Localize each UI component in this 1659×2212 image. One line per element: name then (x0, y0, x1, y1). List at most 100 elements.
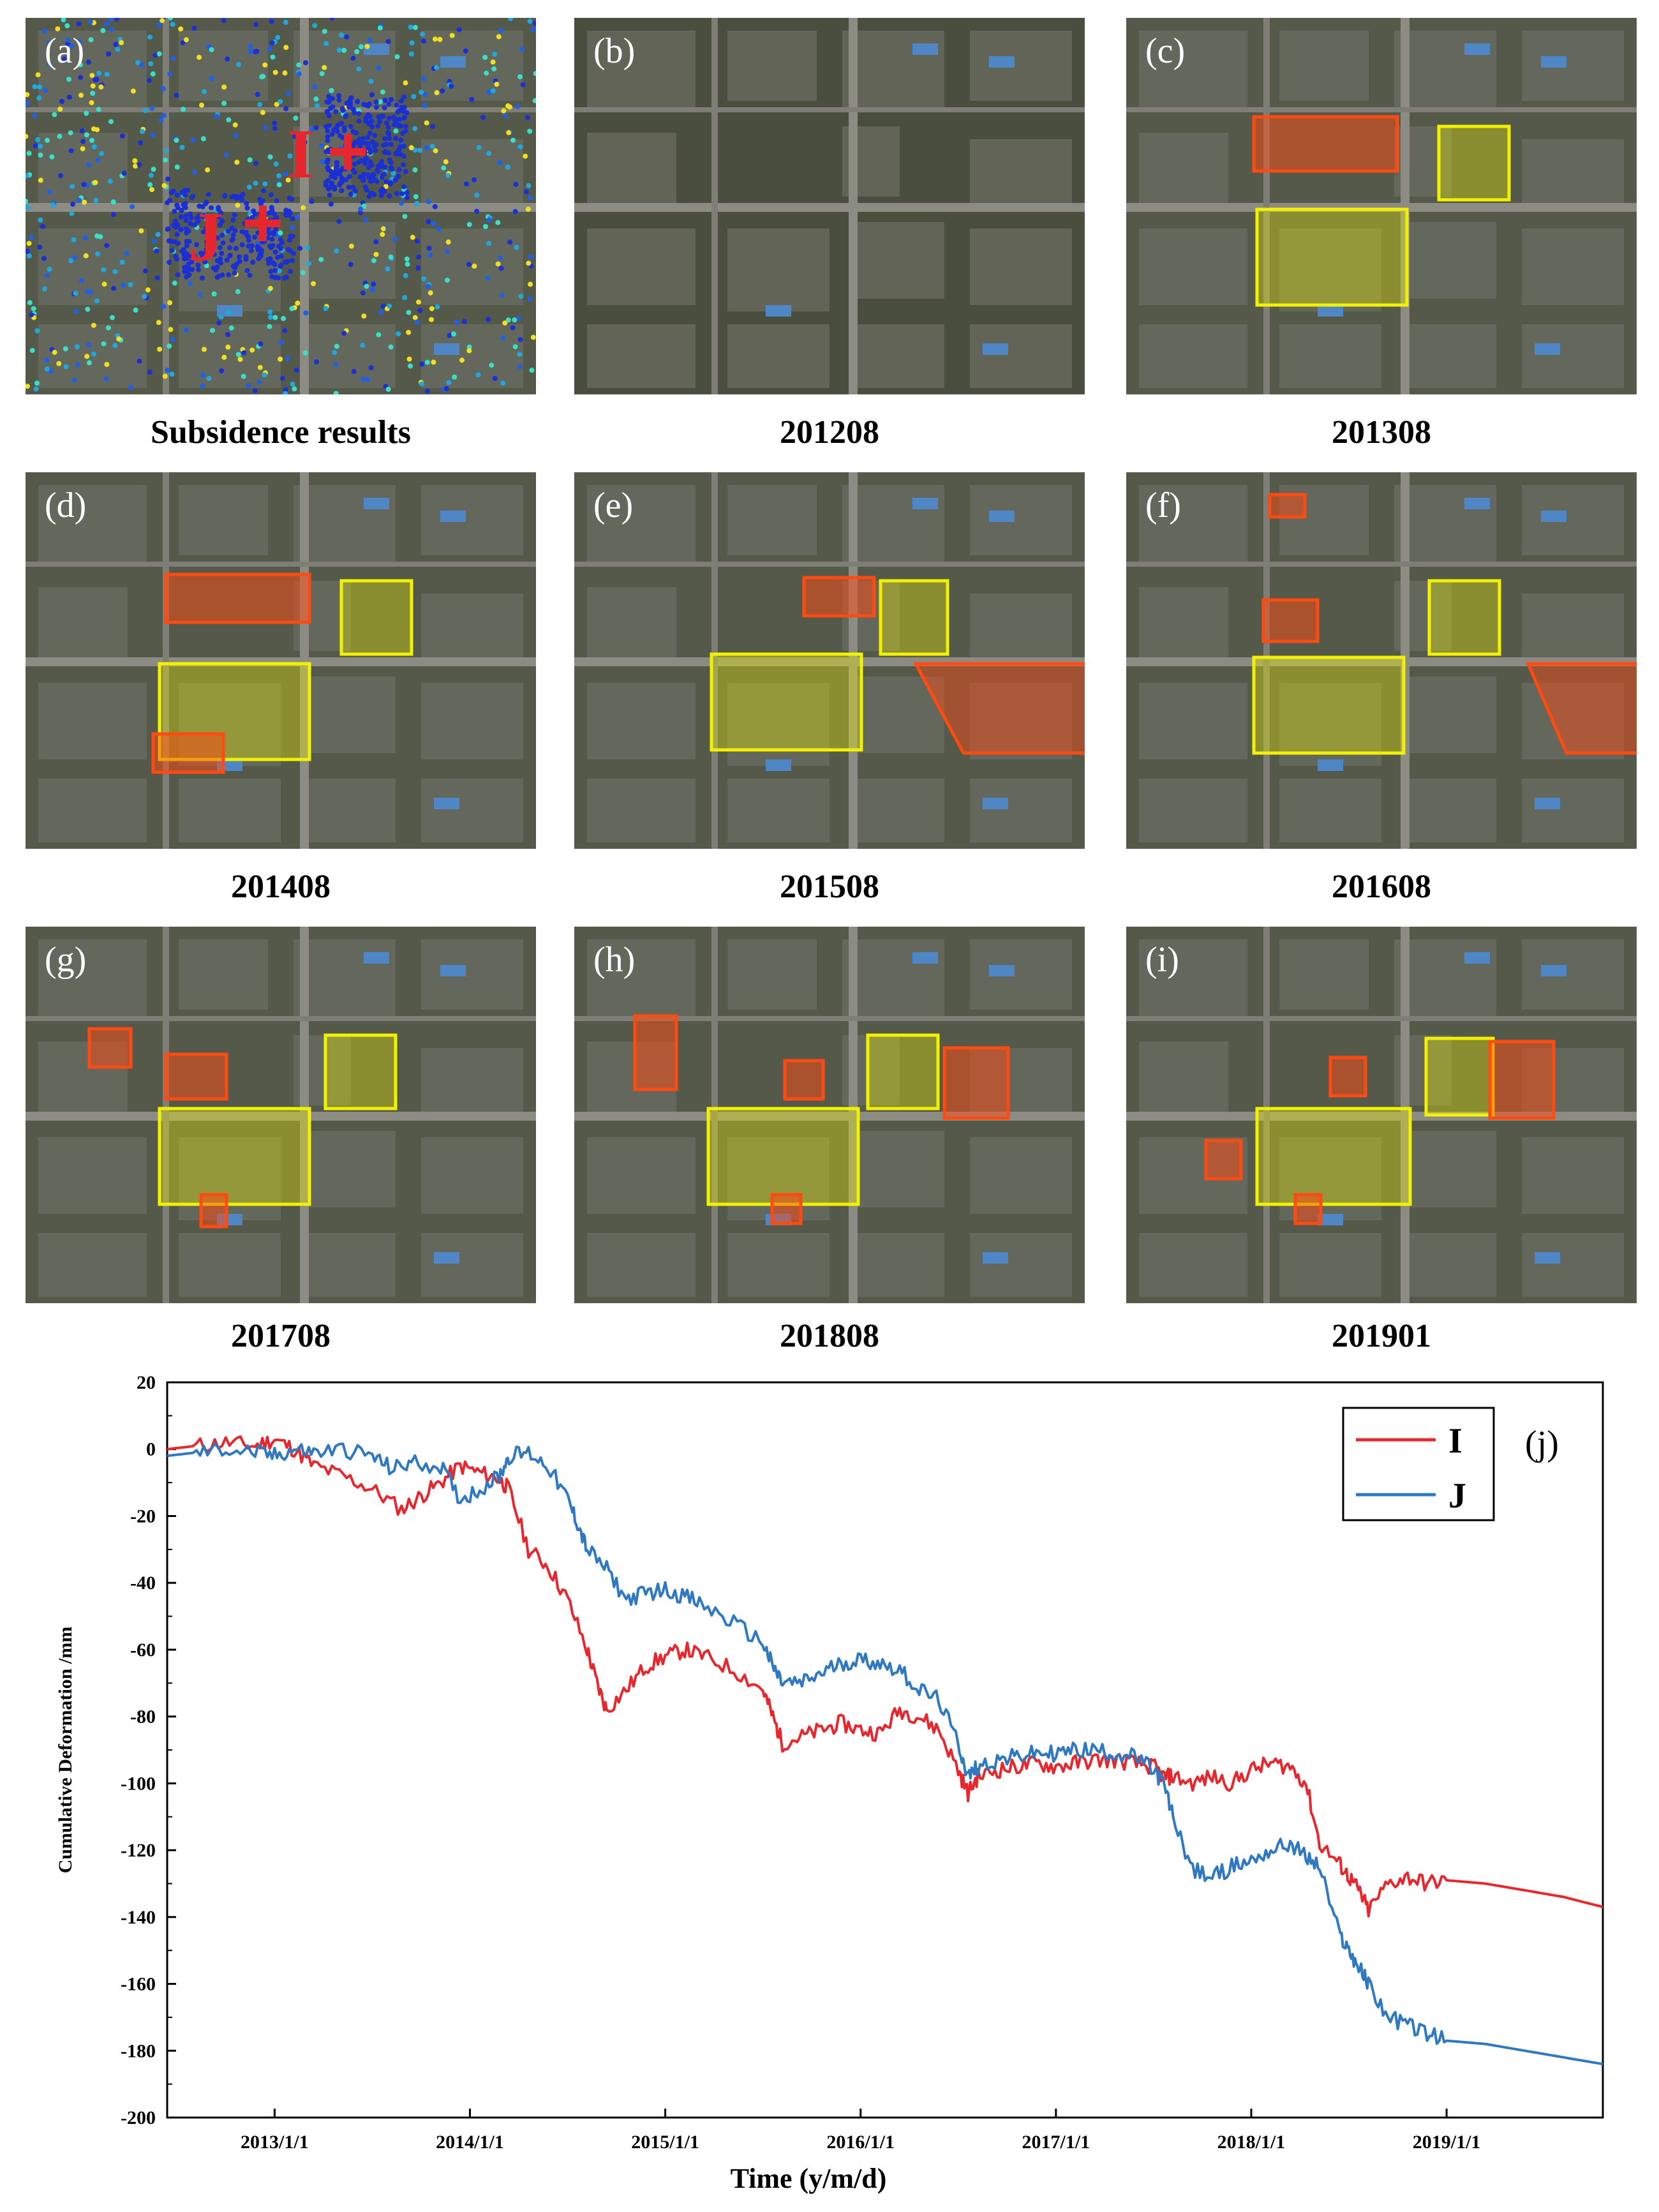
yellow-highlight-region (1255, 1107, 1412, 1206)
yellow-highlight-region (339, 579, 413, 656)
yellow-highlight-region (866, 1033, 940, 1110)
legend-label-I: I (1448, 1421, 1462, 1461)
panel-letter: (e) (593, 486, 634, 525)
legend: IJ (1342, 1407, 1495, 1521)
red-highlight-region (1261, 598, 1320, 643)
red-highlight-region (1488, 1040, 1556, 1120)
red-highlight-region (1204, 1139, 1243, 1181)
panel-caption: 201508 (780, 869, 879, 905)
marker-I-label: I (287, 115, 315, 193)
panel-caption: 201208 (780, 414, 879, 451)
panel-i: (i) (1126, 927, 1637, 1303)
panel-caption: Subsidence results (151, 414, 411, 451)
red-highlight-region (1252, 115, 1399, 173)
yellow-highlight-region (706, 1107, 860, 1206)
panel-h: (h) (574, 927, 1085, 1303)
x-tick-label: 2017/1/1 (1022, 2132, 1090, 2153)
red-highlight-region (199, 1193, 228, 1229)
satellite-image (26, 472, 536, 849)
panel-letter: (c) (1145, 31, 1186, 71)
y-tick-label: -200 (121, 2107, 156, 2128)
satellite-image (1126, 18, 1637, 394)
satellite-image: IJ (26, 18, 536, 394)
panel-c: (c) (1126, 18, 1637, 394)
red-highlight-region (770, 1193, 803, 1225)
y-tick-label: 0 (146, 1439, 156, 1460)
y-tick-label: -180 (121, 2040, 156, 2061)
yellow-highlight-region (1252, 655, 1406, 755)
yellow-highlight-region (1427, 579, 1501, 656)
y-tick-label: -140 (121, 1907, 156, 1928)
x-tick-label: 2013/1/1 (241, 2132, 309, 2153)
red-highlight-region (164, 572, 311, 624)
yellow-highlight-region (1424, 1036, 1495, 1117)
panel-letter: (f) (1145, 486, 1181, 525)
red-highlight-region (783, 1059, 825, 1101)
panel-a: I J (a) (26, 18, 536, 394)
yellow-highlight-region (324, 1033, 398, 1110)
red-highlight-region (1328, 1056, 1367, 1098)
y-tick-label: -80 (130, 1707, 156, 1728)
y-tick-label: -40 (130, 1573, 156, 1594)
y-tick-label: -120 (121, 1840, 156, 1861)
red-highlight-region (164, 1052, 228, 1101)
yellow-highlight-region (879, 579, 949, 656)
panel-caption: 201308 (1332, 414, 1431, 451)
yellow-highlight-region (1255, 207, 1409, 307)
panel-letter: (b) (593, 31, 636, 71)
series-line-I (167, 1435, 1603, 1918)
series-line-J (167, 1442, 1603, 2066)
red-highlight-region (802, 576, 876, 618)
x-tick-label: 2018/1/1 (1217, 2132, 1286, 2153)
y-tick-label: -100 (121, 1773, 156, 1794)
satellite-image (574, 472, 1085, 849)
x-tick-label: 2014/1/1 (436, 2132, 504, 2153)
panel-d: (d) (26, 472, 536, 849)
panel-letter-j: (j) (1525, 1424, 1559, 1463)
yellow-highlight-region (1437, 124, 1511, 202)
red-highlight-region (1526, 662, 1637, 755)
y-tick-label: -20 (130, 1506, 156, 1527)
red-highlight-region (942, 1046, 1010, 1120)
red-highlight-region (87, 1027, 133, 1069)
y-tick-label: -60 (130, 1640, 156, 1661)
panel-caption: 201708 (231, 1318, 331, 1354)
panel-e: (e) (574, 472, 1085, 849)
satellite-image (574, 927, 1085, 1303)
red-highlight-region (1293, 1193, 1323, 1225)
y-tick-label: 20 (137, 1372, 156, 1393)
legend-label-J: J (1448, 1476, 1466, 1516)
panel-caption: 201808 (780, 1318, 879, 1354)
panel-caption: 201408 (231, 869, 331, 905)
red-highlight-region (633, 1014, 678, 1091)
satellite-image (26, 927, 536, 1303)
x-axis-title: Time (y/m/d) (731, 2163, 887, 2194)
panel-f: (f) (1126, 472, 1637, 849)
panel-caption: 201608 (1332, 869, 1431, 905)
satellite-image (1126, 927, 1637, 1303)
marker-J-label: J (188, 198, 223, 276)
red-highlight-region (912, 662, 1085, 755)
red-highlight-region (1268, 493, 1307, 519)
x-tick-label: 2015/1/1 (631, 2132, 699, 2153)
y-tick-label: -160 (121, 1974, 156, 1995)
panel-g: (g) (26, 927, 536, 1303)
satellite-image (1126, 472, 1637, 849)
yellow-highlight-region (710, 652, 863, 752)
satellite-image (574, 18, 1085, 394)
x-tick-label: 2016/1/1 (826, 2132, 895, 2153)
deformation-chart: 20 0 -20 -40 -60 -80 -100 -120 -140 -160 -180 -200 2… (55, 1372, 1604, 2194)
panel-b: (b) (574, 18, 1085, 394)
marker-I-cross (330, 134, 366, 170)
panel-letter: (h) (593, 940, 636, 980)
yellow-highlight-region (158, 1107, 311, 1206)
panel-letter: (g) (45, 940, 87, 980)
panel-letter: (i) (1145, 940, 1179, 980)
y-axis-title: Cumulative Deformation /mm (55, 1627, 76, 1874)
marker-J-cross (245, 206, 281, 241)
x-tick-label: 2019/1/1 (1413, 2132, 1481, 2153)
panel-caption: 201901 (1332, 1318, 1431, 1354)
panel-letter: (d) (45, 486, 87, 525)
panel-letter: (a) (45, 31, 85, 71)
red-highlight-region (151, 732, 225, 774)
